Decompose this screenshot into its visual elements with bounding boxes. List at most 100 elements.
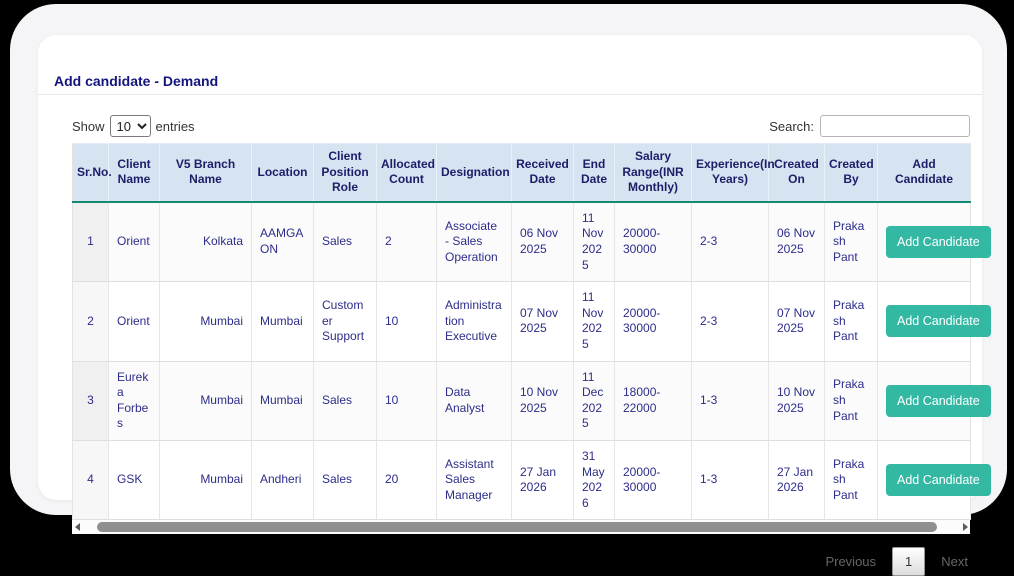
cell-created-by: Prakash Pant [824, 201, 878, 283]
add-candidate-button[interactable]: Add Candidate [886, 305, 991, 338]
column-header-sr-no[interactable]: Sr.No. [72, 142, 112, 202]
cell-sr-no: 3 [72, 361, 109, 441]
cell-created-on: 27 Jan 2026 [768, 440, 825, 521]
column-header-received-date[interactable]: Received Date [511, 142, 574, 202]
cell-client-name: GSK [108, 440, 160, 521]
cell-client-position-role: Customer Support [313, 281, 377, 362]
table-body: 1 Orient Kolkata AAMGAON Sales 2 Associate - S… [72, 201, 991, 521]
cell-created-by: Prakash Pant [824, 361, 878, 441]
cell-v5-branch-name: Mumbai [159, 361, 252, 441]
cell-created-on: 10 Nov 2025 [768, 361, 825, 441]
column-header-v5-branch-name[interactable]: V5 Branch Name [159, 142, 252, 202]
cell-allocated-count: 10 [376, 361, 437, 441]
cell-created-on: 07 Nov 2025 [768, 281, 825, 362]
table-controls: Show 10 entries Search: [72, 114, 970, 138]
cell-end-date: 31 May 2026 [573, 440, 615, 521]
table-row: 4 GSK Mumbai Andheri Sales 20 Assistant Sales … [72, 440, 991, 521]
search-input[interactable] [820, 115, 970, 137]
scroll-right-arrow-icon[interactable] [960, 520, 970, 534]
cell-client-name: Eureka Forbes [108, 361, 160, 441]
card-content: Show 10 entries Search: [38, 114, 991, 576]
cell-salary-range-inr-monthly: 18000-22000 [614, 361, 692, 441]
table-row: 3 Eureka Forbes Mumbai Mumbai Sales 10 Data An… [72, 361, 991, 441]
cell-received-date: 06 Nov 2025 [511, 201, 574, 283]
cell-client-name: Orient [108, 201, 160, 283]
cell-sr-no: 4 [72, 440, 109, 521]
cell-v5-branch-name: Kolkata [159, 201, 252, 283]
column-header-add-candidate[interactable]: Add Candidate [877, 142, 971, 202]
cell-allocated-count: 20 [376, 440, 437, 521]
column-header-end-date[interactable]: End Date [573, 142, 615, 202]
add-candidate-button[interactable]: Add Candidate [886, 225, 991, 258]
demand-table: Sr.No. Client Name V5 Branch Name Location C… [72, 142, 991, 521]
cell-client-name: Orient [108, 281, 160, 362]
table-row: 1 Orient Kolkata AAMGAON Sales 2 Associate - S… [72, 201, 991, 283]
column-header-location[interactable]: Location [251, 142, 314, 202]
show-entries-control: Show 10 entries [72, 115, 195, 137]
column-header-experience-in-years[interactable]: Experience(In Years) [691, 142, 775, 202]
cell-client-position-role: Sales [313, 440, 377, 521]
column-header-allocated-count[interactable]: Allocated Count [376, 142, 437, 202]
cell-add-candidate: Add Candidate [877, 361, 991, 441]
column-header-salary-range-inr-monthly[interactable]: Salary Range(INR Monthly) [614, 142, 692, 202]
header-row: Sr.No. Client Name V5 Branch Name Location C… [72, 142, 971, 202]
cell-designation: Associate - Sales Operation [436, 201, 512, 283]
cell-location: Mumbai [251, 361, 314, 441]
pagination-previous-button[interactable]: Previous [825, 554, 877, 570]
card-header: Add candidate - Demand [38, 35, 982, 95]
cell-end-date: 11 Nov 2025 [573, 201, 615, 283]
cell-received-date: 27 Jan 2026 [511, 440, 574, 521]
cell-designation: Administration Executive [436, 281, 512, 362]
search-control: Search: [769, 115, 970, 137]
column-header-created-by[interactable]: Created By [824, 142, 878, 202]
cell-salary-range-inr-monthly: 20000-30000 [614, 201, 692, 283]
pagination: Previous 1 Next [72, 547, 970, 576]
cell-salary-range-inr-monthly: 20000-30000 [614, 440, 692, 521]
search-label: Search: [769, 118, 814, 134]
show-entries-label-prefix: Show [72, 118, 105, 134]
cell-client-position-role: Sales [313, 201, 377, 283]
cell-location: AAMGAON [251, 201, 314, 283]
cell-experience-in-years: 2-3 [691, 201, 769, 283]
cell-add-candidate: Add Candidate [877, 281, 991, 362]
scroll-left-arrow-icon[interactable] [72, 520, 82, 534]
pagination-next-button[interactable]: Next [941, 554, 968, 570]
cell-created-on: 06 Nov 2025 [768, 201, 825, 283]
table-row: 2 Orient Mumbai Mumbai Customer Support 10 Adm… [72, 281, 991, 362]
cell-designation: Data Analyst [436, 361, 512, 441]
entries-per-page-select[interactable]: 10 [109, 115, 151, 137]
column-header-designation[interactable]: Designation [436, 142, 512, 202]
scrollbar-track[interactable] [88, 522, 954, 533]
cell-salary-range-inr-monthly: 20000-30000 [614, 281, 692, 362]
cell-v5-branch-name: Mumbai [159, 440, 252, 521]
cell-designation: Assistant Sales Manager [436, 440, 512, 521]
cell-experience-in-years: 2-3 [691, 281, 769, 362]
column-header-client-name[interactable]: Client Name [108, 142, 160, 202]
cell-end-date: 11 Dec 2025 [573, 361, 615, 441]
cell-client-position-role: Sales [313, 361, 377, 441]
cell-end-date: 11 Nov 2025 [573, 281, 615, 362]
cell-received-date: 10 Nov 2025 [511, 361, 574, 441]
cell-location: Andheri [251, 440, 314, 521]
add-candidate-button[interactable]: Add Candidate [886, 464, 991, 497]
horizontal-scrollbar[interactable] [72, 520, 970, 535]
column-header-client-position-role[interactable]: Client Position Role [313, 142, 377, 202]
column-header-created-on[interactable]: Created On [768, 142, 825, 202]
cell-v5-branch-name: Mumbai [159, 281, 252, 362]
app-window: Add candidate - Demand Show 10 entries S… [10, 4, 1007, 576]
cell-created-by: Prakash Pant [824, 281, 878, 362]
cell-sr-no: 2 [72, 281, 109, 362]
demand-card: Add candidate - Demand Show 10 entries S… [38, 35, 991, 576]
cell-experience-in-years: 1-3 [691, 361, 769, 441]
scrollbar-thumb[interactable] [96, 522, 937, 533]
page-title: Add candidate - Demand [54, 73, 219, 89]
add-candidate-button[interactable]: Add Candidate [886, 384, 991, 417]
cell-allocated-count: 10 [376, 281, 437, 362]
cell-received-date: 07 Nov 2025 [511, 281, 574, 362]
cell-add-candidate: Add Candidate [877, 440, 991, 521]
pagination-page-1-button[interactable]: 1 [892, 547, 926, 576]
cell-experience-in-years: 1-3 [691, 440, 769, 521]
table-head: Sr.No. Client Name V5 Branch Name Location C… [72, 142, 971, 202]
cell-allocated-count: 2 [376, 201, 437, 283]
cell-location: Mumbai [251, 281, 314, 362]
